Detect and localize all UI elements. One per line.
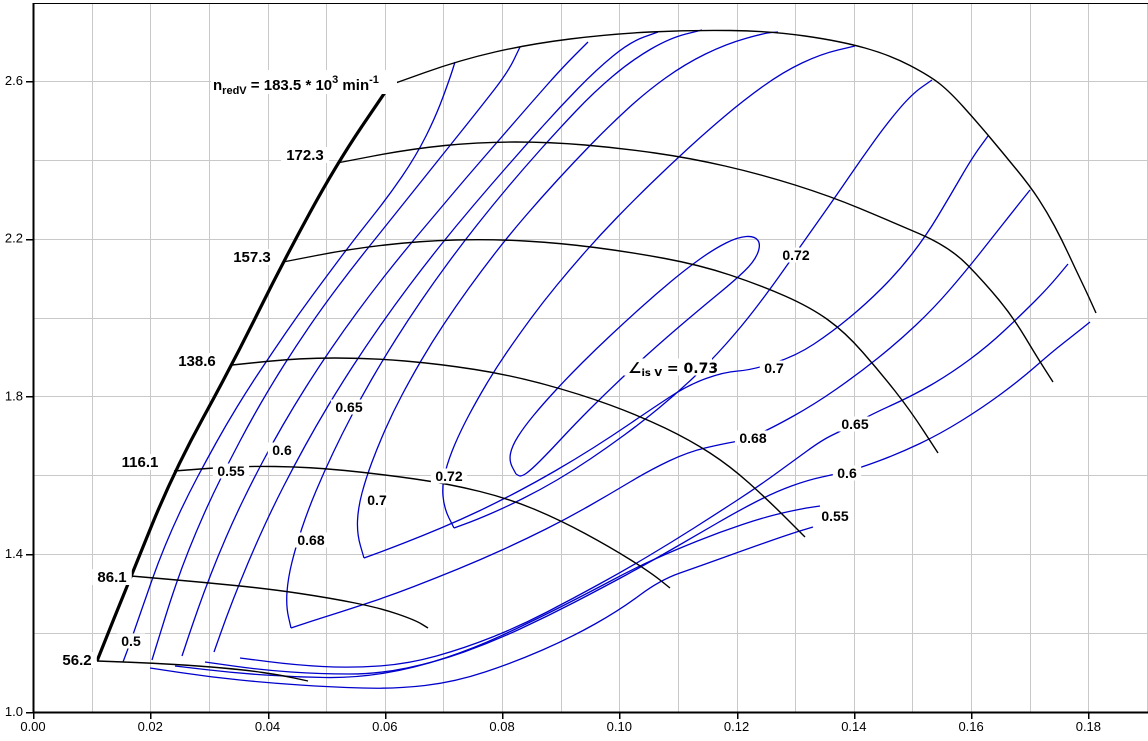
y-tick-label: 2.2 <box>5 231 23 246</box>
contour-label-0.55: 0.55 <box>821 508 848 524</box>
y-tick-label: 2.6 <box>5 73 23 88</box>
x-tick-label: 0.14 <box>841 719 866 734</box>
plot-labels: 0.5 0.55 0.55 0.6 0.6 0.65 0.65 0.68 0.68 0.7 0.7 0… <box>57 70 874 669</box>
efficiency-contour-0.5 <box>122 61 456 663</box>
eta-subscript: is V <box>641 368 662 379</box>
y-tick-label: 1.0 <box>5 704 23 719</box>
efficiency-contour-0.6 <box>181 41 589 657</box>
contour-label-0.72-bg <box>430 468 468 484</box>
x-tick-label: 0.10 <box>607 719 632 734</box>
x-tick-label: 0.00 <box>20 719 45 734</box>
speed-title-part: -1 <box>369 74 379 86</box>
contour-label-0.5: 0.5 <box>121 633 141 649</box>
speed-title-annotation: nredV = 183.5 * 103 min-1 <box>213 74 379 97</box>
contour-label-0.72: 0.72 <box>435 468 462 484</box>
speed-title-part: min <box>338 77 369 94</box>
angle-symbol: ∠ <box>628 359 641 377</box>
efficiency-contour-0.55 <box>174 505 821 679</box>
eta-value: = 0.73 <box>662 361 718 377</box>
contour-label-0.65-bg <box>330 399 368 415</box>
speed-label-172.3-bg <box>281 147 329 163</box>
contour-label-0.55-bg <box>212 463 250 479</box>
contour-label-0.65-bg <box>836 416 874 432</box>
contour-label-0.7: 0.7 <box>367 492 387 508</box>
efficiency-contour-0.72 <box>442 45 856 529</box>
eta-annotation-bg <box>624 358 712 376</box>
x-tick-label: 0.04 <box>255 719 280 734</box>
efficiency-contour-0.68 <box>286 29 703 629</box>
efficiency-contour-0.7 <box>356 31 779 559</box>
speed-lines <box>95 29 1097 682</box>
efficiency-contour-0.5 <box>149 526 814 689</box>
contour-label-0.5-bg <box>116 633 146 649</box>
speed-title-part: redV <box>222 85 247 97</box>
contour-label-0.68-bg <box>734 430 772 446</box>
speed-line-116.1 <box>173 465 671 589</box>
speed-label-56.2-bg <box>57 652 97 668</box>
speed-label-172.3: 172.3 <box>286 147 324 164</box>
efficiency-contours <box>122 29 1091 689</box>
speed-line-157.3 <box>282 238 939 454</box>
contour-label-0.55: 0.55 <box>217 463 244 479</box>
speed-label-56.2: 56.2 <box>62 652 91 669</box>
contour-label-0.68: 0.68 <box>739 430 766 446</box>
y-tick-label: 1.8 <box>5 388 23 403</box>
contour-label-0.65: 0.65 <box>841 416 868 432</box>
speed-title-part: 3 <box>332 74 338 86</box>
efficiency-contour-0.65 <box>239 263 1069 668</box>
contour-label-0.7-bg <box>362 492 392 508</box>
speed-label-86.1: 86.1 <box>97 569 126 586</box>
contour-label-0.6-bg <box>267 442 297 458</box>
speed-label-157.3-bg <box>228 249 276 265</box>
efficiency-contour-0.72 <box>453 79 933 529</box>
efficiency-contour-0.65 <box>213 31 659 653</box>
y-tick-label: 1.4 <box>5 546 23 561</box>
contour-label-0.68-bg <box>292 532 330 548</box>
x-tick-label: 0.02 <box>138 719 163 734</box>
speed-label-157.3: 157.3 <box>233 249 271 266</box>
efficiency-contour-0.68 <box>290 189 1031 629</box>
x-tick-label: 0.16 <box>958 719 983 734</box>
contour-label-0.68: 0.68 <box>297 532 324 548</box>
efficiency-contour-0.6 <box>204 321 1091 675</box>
speed-line-138.6 <box>231 357 806 538</box>
efficiency-contour-0.73 <box>509 235 761 477</box>
contour-label-0.6: 0.6 <box>837 465 857 481</box>
speed-title-part: = 183.5 * 10 <box>247 77 333 94</box>
efficiency-contour-0.55 <box>151 46 521 661</box>
speed-line-86.1 <box>130 575 429 629</box>
axes <box>26 2 1148 719</box>
speed-title-annotation-bg <box>211 70 397 94</box>
contour-label-0.55-bg <box>816 508 854 524</box>
contour-label-0.6: 0.6 <box>272 442 292 458</box>
contour-label-0.65: 0.65 <box>335 399 362 415</box>
x-tick-label: 0.06 <box>372 719 397 734</box>
x-tick-label: 0.12 <box>724 719 749 734</box>
speed-label-116.1-bg <box>116 454 164 470</box>
speed-label-86.1-bg <box>92 569 132 585</box>
speed-label-116.1: 116.1 <box>122 454 159 471</box>
eta-annotation: ∠is V = 0.73 <box>628 359 718 379</box>
x-tick-label: 0.08 <box>489 719 514 734</box>
contour-label-0.7-bg <box>759 360 789 376</box>
surge-line <box>95 84 392 662</box>
x-tick-label: 0.18 <box>1076 719 1101 734</box>
contour-label-0.72: 0.72 <box>782 247 809 263</box>
contour-label-0.72-bg <box>777 247 815 263</box>
speed-line-183.5 <box>389 29 1097 314</box>
contour-label-0.7: 0.7 <box>764 360 784 376</box>
speed-line-172.3 <box>336 141 1054 383</box>
efficiency-contour-0.7 <box>363 135 989 559</box>
contour-label-0.6-bg <box>832 465 862 481</box>
tick-labels: 0.00 0.02 0.04 0.06 0.08 0.10 0.12 0.14 0.16 0.18… <box>5 73 1101 734</box>
speed-label-138.6-bg <box>173 353 221 369</box>
grid-lines <box>33 3 1148 712</box>
speed-line-56.2 <box>96 660 309 682</box>
speed-title-part: n <box>213 77 222 94</box>
speed-label-138.6: 138.6 <box>178 353 216 370</box>
